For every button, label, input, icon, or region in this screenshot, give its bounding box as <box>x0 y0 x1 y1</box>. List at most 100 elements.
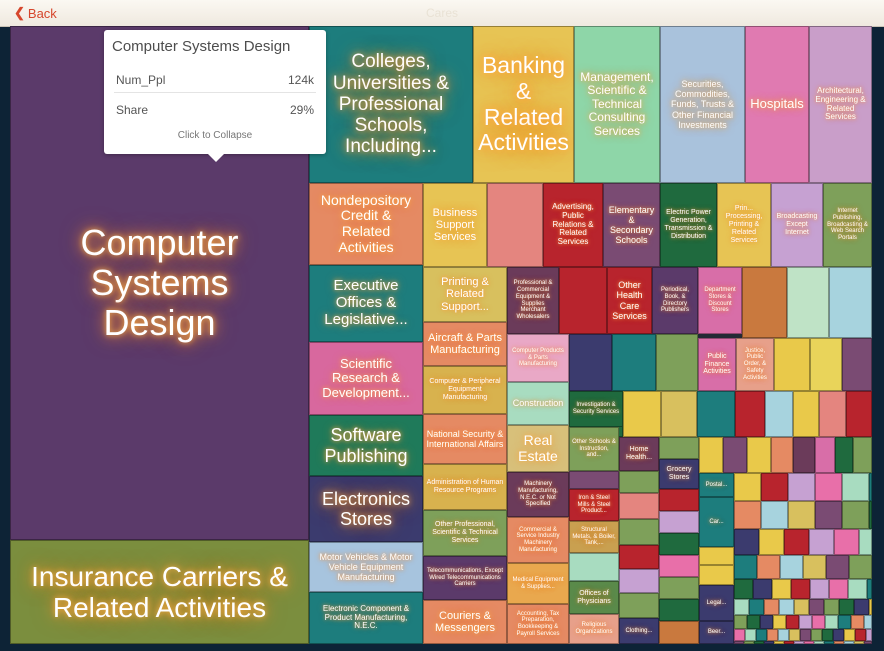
tile-unlabeled[interactable] <box>753 579 772 599</box>
tile-unlabeled[interactable] <box>723 437 747 473</box>
tile-business-support[interactable]: Business Support Services <box>423 183 487 267</box>
tile-offices-physicians[interactable]: Offices of Physicians <box>569 581 619 614</box>
tile-printing-support[interactable]: Printing & Related Support... <box>423 267 507 322</box>
tile-unlabeled[interactable] <box>734 555 757 579</box>
tile-unlabeled[interactable] <box>569 553 619 581</box>
tile-management-consulting[interactable]: Management, Scientific & Technical Consu… <box>574 26 660 183</box>
tile-unlabeled[interactable] <box>761 501 788 529</box>
tile-unlabeled[interactable] <box>756 629 767 641</box>
tile-grocery-stores[interactable]: Grocery Stores <box>659 459 699 489</box>
tile-couriers[interactable]: Couriers & Messengers <box>423 600 507 644</box>
tile-unlabeled[interactable] <box>745 629 756 641</box>
tile-unlabeled[interactable] <box>829 579 848 599</box>
tile-unlabeled[interactable] <box>771 437 793 473</box>
tile-unlabeled[interactable] <box>851 615 864 629</box>
tile-unlabeled[interactable] <box>699 437 723 473</box>
tile-unlabeled[interactable] <box>811 629 822 641</box>
tile-unlabeled[interactable] <box>767 629 778 641</box>
tile-unlabeled[interactable] <box>812 615 825 629</box>
tile-unlabeled[interactable] <box>787 267 829 338</box>
tile-investigation-security[interactable]: Investigation & Security Services <box>569 391 623 427</box>
tile-unlabeled[interactable] <box>864 641 872 644</box>
tile-unlabeled[interactable] <box>757 555 780 579</box>
tile-religious-orgs[interactable]: Religious Organizations <box>569 614 619 644</box>
tile-unlabeled[interactable] <box>619 471 659 493</box>
tile-unlabeled[interactable] <box>809 599 824 615</box>
back-button[interactable]: ❮ Back <box>14 5 57 21</box>
tile-unlabeled[interactable] <box>834 641 844 644</box>
tile-unlabeled[interactable] <box>659 489 699 511</box>
tile-unlabeled[interactable] <box>842 501 869 529</box>
tile-construction[interactable]: Construction <box>507 382 569 425</box>
tile-unlabeled[interactable] <box>789 629 800 641</box>
tile-unlabeled[interactable] <box>778 629 789 641</box>
tile-iron-steel[interactable]: Iron & Steel Mills & Steel Product... <box>569 489 619 521</box>
tile-postal[interactable]: Postal... <box>699 473 734 497</box>
tile-unlabeled[interactable] <box>864 615 872 629</box>
tile-internet-publishing[interactable]: Internet Publishing, Broadcasting & Web … <box>823 183 872 267</box>
tile-unlabeled[interactable] <box>559 267 607 334</box>
tile-unlabeled[interactable] <box>824 599 839 615</box>
tile-unlabeled[interactable] <box>838 615 851 629</box>
tile-unlabeled[interactable] <box>854 641 864 644</box>
tile-unlabeled[interactable] <box>867 579 872 599</box>
tile-unlabeled[interactable] <box>846 391 872 437</box>
tile-unlabeled[interactable] <box>815 473 842 501</box>
tile-executive-offices[interactable]: Executive Offices & Legislative... <box>309 265 423 342</box>
tile-unlabeled[interactable] <box>747 615 760 629</box>
tile-unlabeled[interactable] <box>794 641 804 644</box>
tile-real-estate[interactable]: Real Estate <box>507 425 569 472</box>
tile-unlabeled[interactable] <box>742 267 787 338</box>
tile-motor-vehicles[interactable]: Motor Vehicles & Motor Vehicle Equipment… <box>309 542 423 592</box>
tile-other-health-care[interactable]: Other Health Care Services <box>607 267 652 334</box>
tile-unlabeled[interactable] <box>788 501 815 529</box>
tile-unlabeled[interactable] <box>659 437 699 459</box>
tile-unlabeled[interactable] <box>835 437 853 473</box>
tile-software-publishing[interactable]: Software Publishing <box>309 415 423 476</box>
tile-unlabeled[interactable] <box>833 629 844 641</box>
tile-public-finance[interactable]: Public Finance Activities <box>698 338 736 391</box>
tile-unlabeled[interactable] <box>760 615 773 629</box>
tile-unlabeled[interactable] <box>824 641 834 644</box>
tile-unlabeled[interactable] <box>839 599 854 615</box>
tile-advertising[interactable]: Advertising, Public Relations & Related … <box>543 183 603 267</box>
tile-computer-products[interactable]: Computer Products & Parts Manufacturing <box>507 334 569 382</box>
tile-commercial-service-machinery[interactable]: Commercial & Service Industry Machinery … <box>507 517 569 563</box>
tile-computer-peripheral[interactable]: Computer & Peripheral Equipment Manufact… <box>423 366 507 414</box>
tile-unlabeled[interactable] <box>810 579 829 599</box>
tile-unlabeled[interactable] <box>659 533 699 555</box>
tile-unlabeled[interactable] <box>487 183 543 267</box>
tile-unlabeled[interactable] <box>761 473 788 501</box>
tile-unlabeled[interactable] <box>764 599 779 615</box>
tile-justice[interactable]: Justice, Public Order, & Safety Activiti… <box>736 338 774 391</box>
tile-insurance-carriers[interactable]: Insurance Carriers & Related Activities <box>10 540 309 644</box>
tile-unlabeled[interactable] <box>569 334 612 391</box>
tile-unlabeled[interactable] <box>765 391 793 437</box>
tile-unlabeled[interactable] <box>853 437 872 473</box>
tile-professional-wholesalers[interactable]: Professional & Commercial Equipment & Su… <box>507 267 559 334</box>
tile-structural-metals[interactable]: Structural Metals, & Boiler, Tank,... <box>569 521 619 553</box>
tile-unlabeled[interactable] <box>855 629 866 641</box>
tile-unlabeled[interactable] <box>656 334 698 391</box>
tile-unlabeled[interactable] <box>699 547 734 565</box>
tile-unlabeled[interactable] <box>780 555 803 579</box>
tile-unlabeled[interactable] <box>815 501 842 529</box>
tile-unlabeled[interactable] <box>849 555 872 579</box>
tile-unlabeled[interactable] <box>810 338 842 391</box>
tile-unlabeled[interactable] <box>612 334 656 391</box>
tile-unlabeled[interactable] <box>774 641 784 644</box>
tile-unlabeled[interactable] <box>749 599 764 615</box>
tile-scientific-research[interactable]: Scientific Research & Development... <box>309 342 423 415</box>
tile-unlabeled[interactable] <box>842 473 869 501</box>
tile-clothing[interactable]: Clothing... <box>619 618 659 644</box>
tile-unlabeled[interactable] <box>659 577 699 599</box>
tile-national-security[interactable]: National Security & International Affair… <box>423 414 507 464</box>
tile-unlabeled[interactable] <box>819 391 846 437</box>
tile-unlabeled[interactable] <box>699 565 734 585</box>
tile-unlabeled[interactable] <box>734 599 749 615</box>
tile-unlabeled[interactable] <box>661 391 697 437</box>
collapse-link[interactable]: Click to Collapse <box>177 130 253 141</box>
tile-unlabeled[interactable] <box>844 629 855 641</box>
tile-unlabeled[interactable] <box>659 555 699 577</box>
tile-broadcasting[interactable]: Broadcasting Except Internet <box>771 183 823 267</box>
